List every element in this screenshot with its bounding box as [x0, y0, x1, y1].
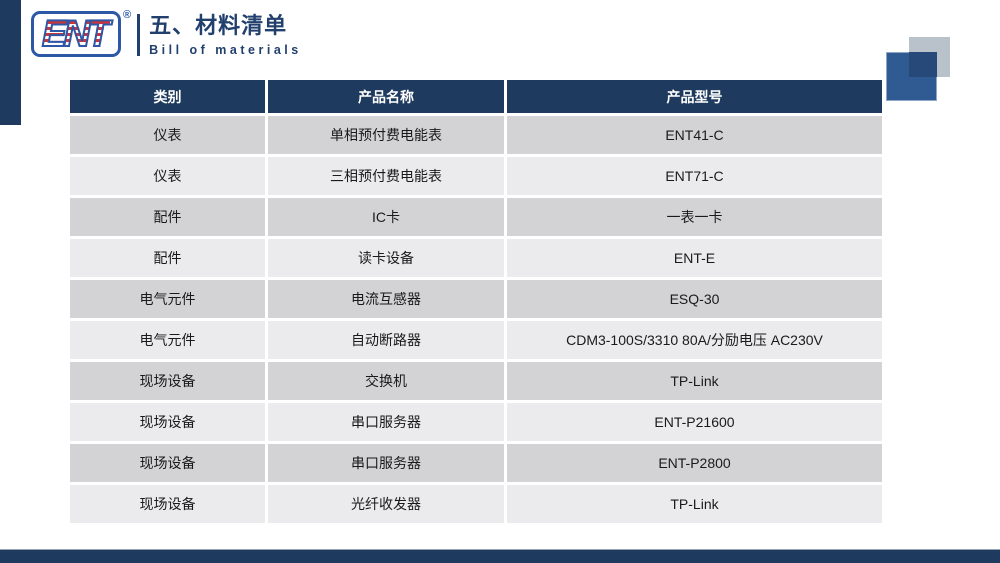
table-cell: ENT-E: [507, 239, 882, 277]
table-cell: 配件: [70, 198, 265, 236]
left-accent-bar: [0, 0, 21, 125]
table-cell: 读卡设备: [268, 239, 504, 277]
table-cell: TP-Link: [507, 362, 882, 400]
table-cell: 现场设备: [70, 403, 265, 441]
table-header-cell: 产品型号: [507, 80, 882, 113]
table-cell: 光纤收发器: [268, 485, 504, 523]
table-cell: 仪表: [70, 157, 265, 195]
table-cell: 电气元件: [70, 321, 265, 359]
page-title: 五、材料清单: [149, 13, 288, 38]
company-logo: ENT: [31, 11, 121, 57]
page-subtitle: Bill of materials: [149, 42, 302, 57]
table-header-cell: 产品名称: [268, 80, 504, 113]
table-cell: TP-Link: [507, 485, 882, 523]
footer-bar: [0, 549, 1000, 563]
table-cell: 串口服务器: [268, 444, 504, 482]
table-cell: 现场设备: [70, 485, 265, 523]
logo-text: ENT: [41, 14, 111, 53]
table-cell: ENT-P21600: [507, 403, 882, 441]
table-cell: CDM3-100S/3310 80A/分励电压 AC230V: [507, 321, 882, 359]
table-header-cell: 类别: [70, 80, 265, 113]
table-cell: IC卡: [268, 198, 504, 236]
table-cell: 交换机: [268, 362, 504, 400]
bill-of-materials-table: 类别 产品名称 产品型号 仪表 单相预付费电能表 ENT41-C 仪表 三相预付费电能表 ENT…: [70, 80, 882, 523]
table-cell: 现场设备: [70, 444, 265, 482]
table-cell: 现场设备: [70, 362, 265, 400]
table-cell: ENT-P2800: [507, 444, 882, 482]
table-cell: ENT41-C: [507, 116, 882, 154]
table-cell: 电气元件: [70, 280, 265, 318]
table-cell: 串口服务器: [268, 403, 504, 441]
table-cell: 单相预付费电能表: [268, 116, 504, 154]
table-cell: 配件: [70, 239, 265, 277]
table-cell: ENT71-C: [507, 157, 882, 195]
title-block: 五、材料清单 Bill of materials: [137, 14, 302, 56]
table-cell: ESQ-30: [507, 280, 882, 318]
table-cell: 自动断路器: [268, 321, 504, 359]
table-cell: 三相预付费电能表: [268, 157, 504, 195]
slide-header: ENT ® 五、材料清单 Bill of materials: [31, 9, 302, 57]
table-cell: 仪表: [70, 116, 265, 154]
table-cell: 电流互感器: [268, 280, 504, 318]
registered-trademark-icon: ®: [123, 9, 132, 21]
decor-square-overlap: [909, 52, 937, 77]
table-cell: 一表一卡: [507, 198, 882, 236]
